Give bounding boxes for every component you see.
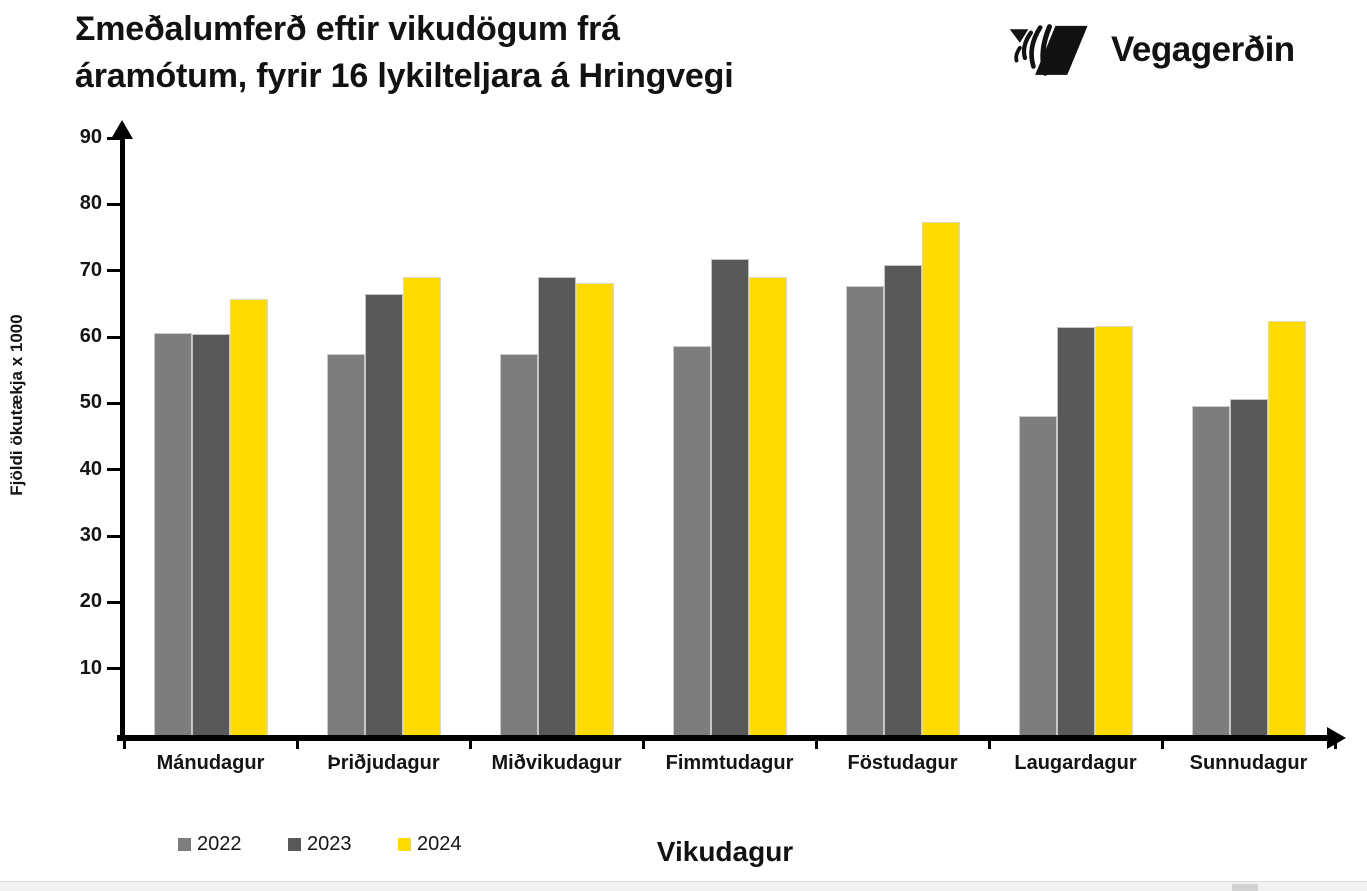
chart-title-line2: áramótum, fyrir 16 lykilteljara á Hringv…	[75, 57, 734, 95]
y-tick-label: 60	[79, 325, 102, 348]
bar-2022-Miðvikudagur	[499, 353, 538, 735]
y-axis-title: Fjöldi ökutækja x 1000	[7, 314, 26, 496]
legend-label-2022: 2022	[197, 833, 242, 855]
y-tick-label: 30	[79, 524, 102, 546]
chart-title-line1: Σmeðalumferð eftir vikudögum frá	[75, 10, 620, 48]
y-tick-label: 90	[79, 126, 102, 149]
bar-2023-Fimmtudagur	[710, 259, 749, 735]
chart-title: Σmeðalumferð eftir vikudögum frá áramótu…	[75, 6, 975, 100]
legend-swatch-2024	[398, 838, 411, 851]
bar-2023-Sunnudagur	[1229, 399, 1268, 735]
x-tick	[295, 740, 299, 749]
bar-2024-Sunnudagur	[1267, 321, 1306, 735]
y-tick-label: 70	[79, 258, 102, 281]
y-tick-label: 10	[79, 656, 102, 679]
y-tick	[107, 468, 122, 472]
legend-item-2024: 2024	[398, 833, 462, 856]
bar-2022-Mánudagur	[153, 333, 192, 735]
x-tick	[1333, 740, 1337, 749]
bar-2024-Þriðjudagur	[402, 277, 441, 735]
legend-item-2022: 2022	[178, 833, 242, 856]
y-tick	[107, 202, 122, 206]
x-tick	[468, 740, 472, 749]
bar-2022-Þriðjudagur	[326, 354, 365, 735]
category-label: Laugardagur	[1014, 752, 1137, 774]
legend-swatch-2022	[178, 838, 191, 851]
y-tick-label: 50	[79, 391, 102, 414]
bar-2024-Fimmtudagur	[748, 276, 787, 735]
bar-2022-Sunnudagur	[1191, 406, 1230, 735]
y-tick	[107, 335, 122, 339]
category-label: Þriðjudagur	[327, 752, 440, 774]
y-tick	[107, 600, 122, 604]
x-tick	[987, 740, 991, 749]
bar-2024-Mánudagur	[229, 299, 268, 735]
vegagerdin-logo: Vegagerðin	[1002, 14, 1295, 85]
legend-label-2023: 2023	[307, 833, 352, 855]
bar-2022-Fimmtudagur	[672, 345, 711, 735]
x-tick	[1160, 740, 1164, 749]
x-tick	[641, 740, 645, 749]
category-label: Miðvikudagur	[491, 752, 622, 774]
category-label: Fimmtudagur	[665, 752, 794, 774]
vegagerdin-logo-icon	[1002, 14, 1097, 85]
y-tick	[107, 401, 122, 405]
vegagerdin-logo-text: Vegagerðin	[1111, 29, 1295, 69]
y-axis-arrow-icon	[111, 120, 133, 139]
y-tick-label: 20	[79, 590, 102, 613]
y-tick	[107, 136, 122, 140]
bar-2023-Þriðjudagur	[364, 293, 403, 735]
y-tick	[107, 269, 122, 273]
x-axis-line	[117, 735, 1327, 741]
bar-2022-Laugardagur	[1018, 415, 1057, 735]
y-tick-label: 40	[79, 457, 102, 480]
y-axis-line	[120, 136, 125, 740]
y-tick-label: 80	[79, 192, 102, 215]
legend-swatch-2023	[288, 838, 301, 851]
y-tick	[107, 534, 122, 538]
category-label: Sunnudagur	[1189, 752, 1308, 774]
bar-2023-Laugardagur	[1056, 327, 1095, 735]
scrollbar-thumb[interactable]	[1232, 884, 1258, 891]
bar-2023-Föstudagur	[883, 265, 922, 735]
x-tick	[122, 740, 126, 749]
bar-2024-Laugardagur	[1094, 326, 1133, 735]
bar-2023-Mánudagur	[191, 334, 230, 735]
legend-label-2024: 2024	[417, 833, 462, 855]
bar-2022-Föstudagur	[845, 285, 884, 735]
bar-2024-Miðvikudagur	[575, 282, 614, 735]
category-label: Föstudagur	[847, 752, 958, 774]
horizontal-scrollbar[interactable]	[0, 881, 1367, 891]
x-axis-title: Vikudagur	[656, 836, 794, 867]
category-label: Mánudagur	[156, 752, 265, 774]
y-tick	[107, 667, 122, 671]
x-tick	[814, 740, 818, 749]
x-axis-arrow-icon	[1327, 727, 1346, 749]
legend-item-2023: 2023	[288, 833, 352, 856]
bar-2023-Miðvikudagur	[537, 277, 576, 735]
bar-2024-Föstudagur	[921, 221, 960, 735]
